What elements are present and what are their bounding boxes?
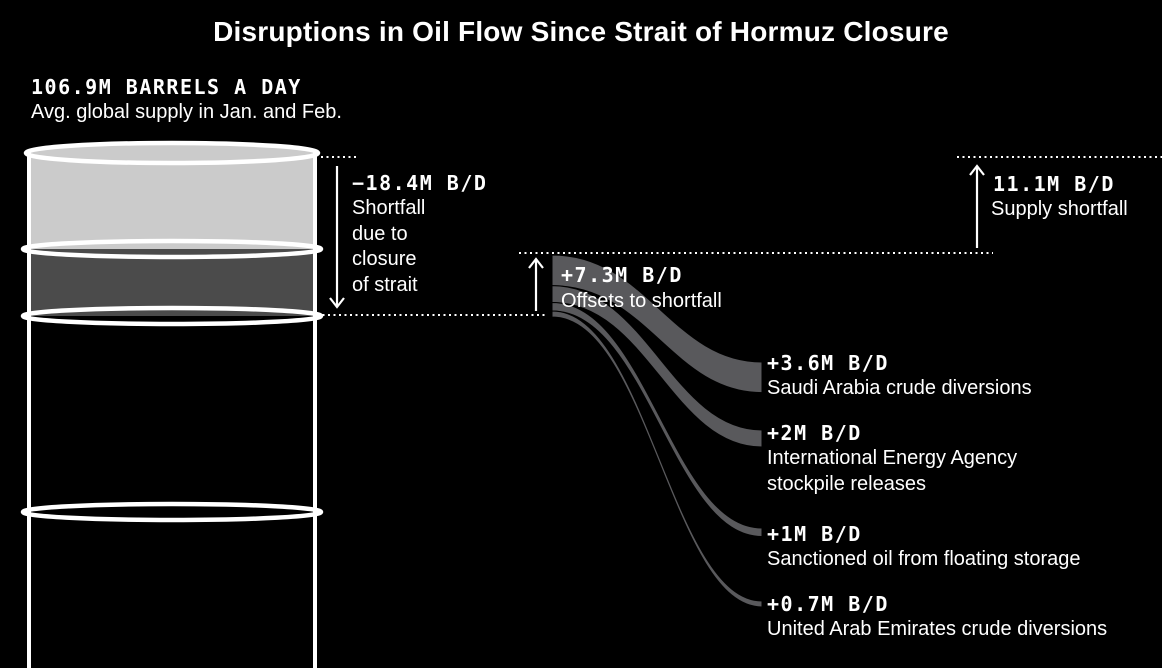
barrel	[20, 140, 324, 668]
offsets-total-value-label: +7.3M B/D	[561, 263, 683, 287]
page-title: Disruptions in Oil Flow Since Strait of …	[213, 16, 949, 47]
barrel-rim	[20, 501, 324, 523]
barrel-rim	[20, 305, 324, 327]
supply-desc-label: Avg. global supply in Jan. and Feb.	[31, 101, 342, 123]
offset-label-iea: +2M B/D International Energy Agency stoc…	[767, 421, 1018, 495]
flow-stream	[551, 285, 763, 448]
shortfall-desc-label: Shortfall due to closure of strait	[352, 197, 426, 296]
flow-stream	[551, 254, 763, 394]
shortfall-down-arrow	[329, 166, 345, 309]
offsets-up-arrow	[528, 257, 544, 311]
flow-stream	[551, 302, 763, 537]
remaining-shortfall-desc-label: Supply shortfall	[991, 198, 1128, 220]
barrel-rim	[20, 238, 324, 260]
barrel-top-ellipse	[23, 140, 321, 166]
barrel-light-section	[27, 152, 317, 249]
flow-stream	[551, 310, 763, 608]
offset-label-uae: +0.7M B/D United Arab Emirates crude div…	[767, 592, 1108, 640]
barrel-dark-section	[27, 249, 317, 316]
remaining-shortfall-value-label: 11.1M B/D	[993, 172, 1115, 196]
remaining-shortfall-up-arrow	[969, 164, 985, 248]
supply-value-label: 106.9M BARRELS A DAY	[31, 75, 302, 99]
flow-streams	[551, 254, 763, 608]
offset-label-floating-storage: +1M B/D Sanctioned oil from floating sto…	[767, 522, 1081, 570]
shortfall-value-label: −18.4M B/D	[352, 171, 488, 195]
offset-label-saudi: +3.6M B/D Saudi Arabia crude diversions	[767, 351, 1032, 399]
offsets-total-desc-label: Offsets to shortfall	[561, 290, 722, 312]
